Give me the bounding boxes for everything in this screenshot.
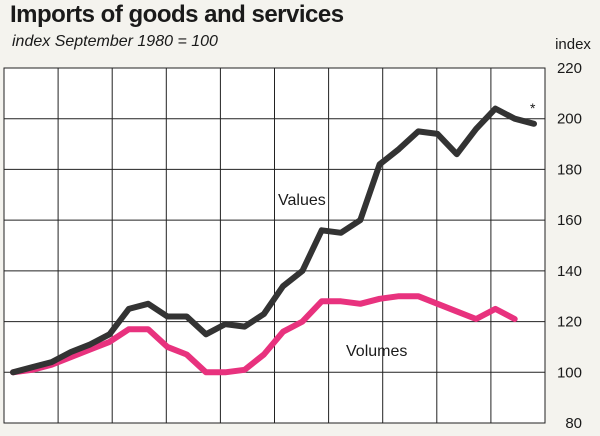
y-tick-label: 220: [557, 60, 582, 77]
grid: [4, 68, 545, 423]
y-tick-label: 180: [557, 161, 582, 178]
series-label-values: Values: [278, 192, 326, 209]
series-line-volumes: [10, 293, 518, 376]
y-tick-label: 140: [557, 263, 582, 280]
plot-frame: [3, 67, 546, 424]
series-line-values: [10, 105, 537, 376]
series-group: [10, 105, 537, 376]
y-tick-label: 80: [565, 415, 582, 432]
series-label-volumes: Volumes: [346, 343, 407, 360]
y-tick-label: 120: [557, 314, 582, 331]
y-tick-label: 200: [557, 111, 582, 128]
y-axis: 80 100 120 140 160 180 200 220: [557, 60, 582, 432]
y-tick-label: 160: [557, 212, 582, 229]
chart-subtitle: index September 1980 = 100: [12, 33, 218, 50]
y-tick-label: 100: [557, 364, 582, 381]
chart-title: Imports of goods and services: [10, 1, 344, 28]
annotation-asterisk: *: [530, 100, 536, 116]
y-axis-label: index: [555, 36, 591, 53]
